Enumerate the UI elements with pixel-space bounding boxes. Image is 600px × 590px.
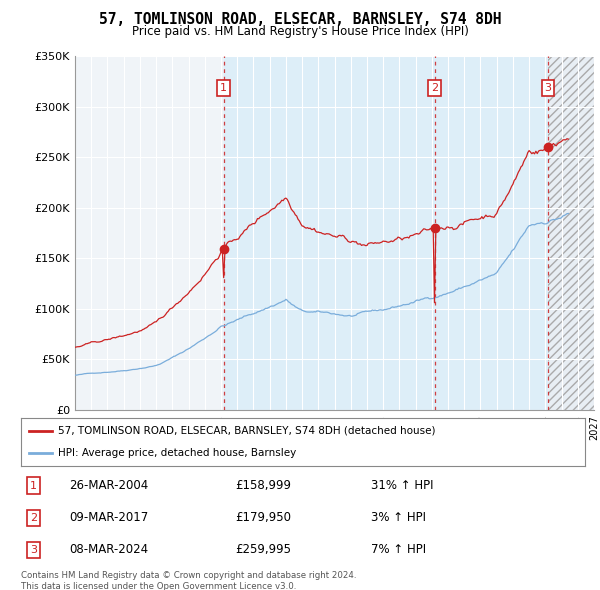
Text: £158,999: £158,999 bbox=[235, 479, 292, 492]
Text: 2: 2 bbox=[30, 513, 37, 523]
Text: Price paid vs. HM Land Registry's House Price Index (HPI): Price paid vs. HM Land Registry's House … bbox=[131, 25, 469, 38]
Text: £179,950: £179,950 bbox=[235, 511, 292, 525]
Text: 3% ↑ HPI: 3% ↑ HPI bbox=[371, 511, 425, 525]
Text: 3: 3 bbox=[30, 545, 37, 555]
Text: 09-MAR-2017: 09-MAR-2017 bbox=[69, 511, 148, 525]
Text: 2: 2 bbox=[431, 83, 438, 93]
Text: 7% ↑ HPI: 7% ↑ HPI bbox=[371, 543, 426, 556]
Bar bbox=[548, 56, 596, 410]
Text: Contains HM Land Registry data © Crown copyright and database right 2024.
This d: Contains HM Land Registry data © Crown c… bbox=[21, 571, 356, 590]
Text: 57, TOMLINSON ROAD, ELSECAR, BARNSLEY, S74 8DH: 57, TOMLINSON ROAD, ELSECAR, BARNSLEY, S… bbox=[99, 12, 501, 27]
Text: 57, TOMLINSON ROAD, ELSECAR, BARNSLEY, S74 8DH (detached house): 57, TOMLINSON ROAD, ELSECAR, BARNSLEY, S… bbox=[58, 426, 435, 436]
Text: 31% ↑ HPI: 31% ↑ HPI bbox=[371, 479, 433, 492]
Text: HPI: Average price, detached house, Barnsley: HPI: Average price, detached house, Barn… bbox=[58, 448, 296, 458]
Text: 08-MAR-2024: 08-MAR-2024 bbox=[69, 543, 148, 556]
Text: 3: 3 bbox=[545, 83, 551, 93]
Text: 1: 1 bbox=[30, 481, 37, 491]
Bar bbox=[224, 56, 548, 410]
Text: £259,995: £259,995 bbox=[235, 543, 292, 556]
Text: 26-MAR-2004: 26-MAR-2004 bbox=[69, 479, 148, 492]
Text: 1: 1 bbox=[220, 83, 227, 93]
Bar bbox=[548, 56, 594, 410]
